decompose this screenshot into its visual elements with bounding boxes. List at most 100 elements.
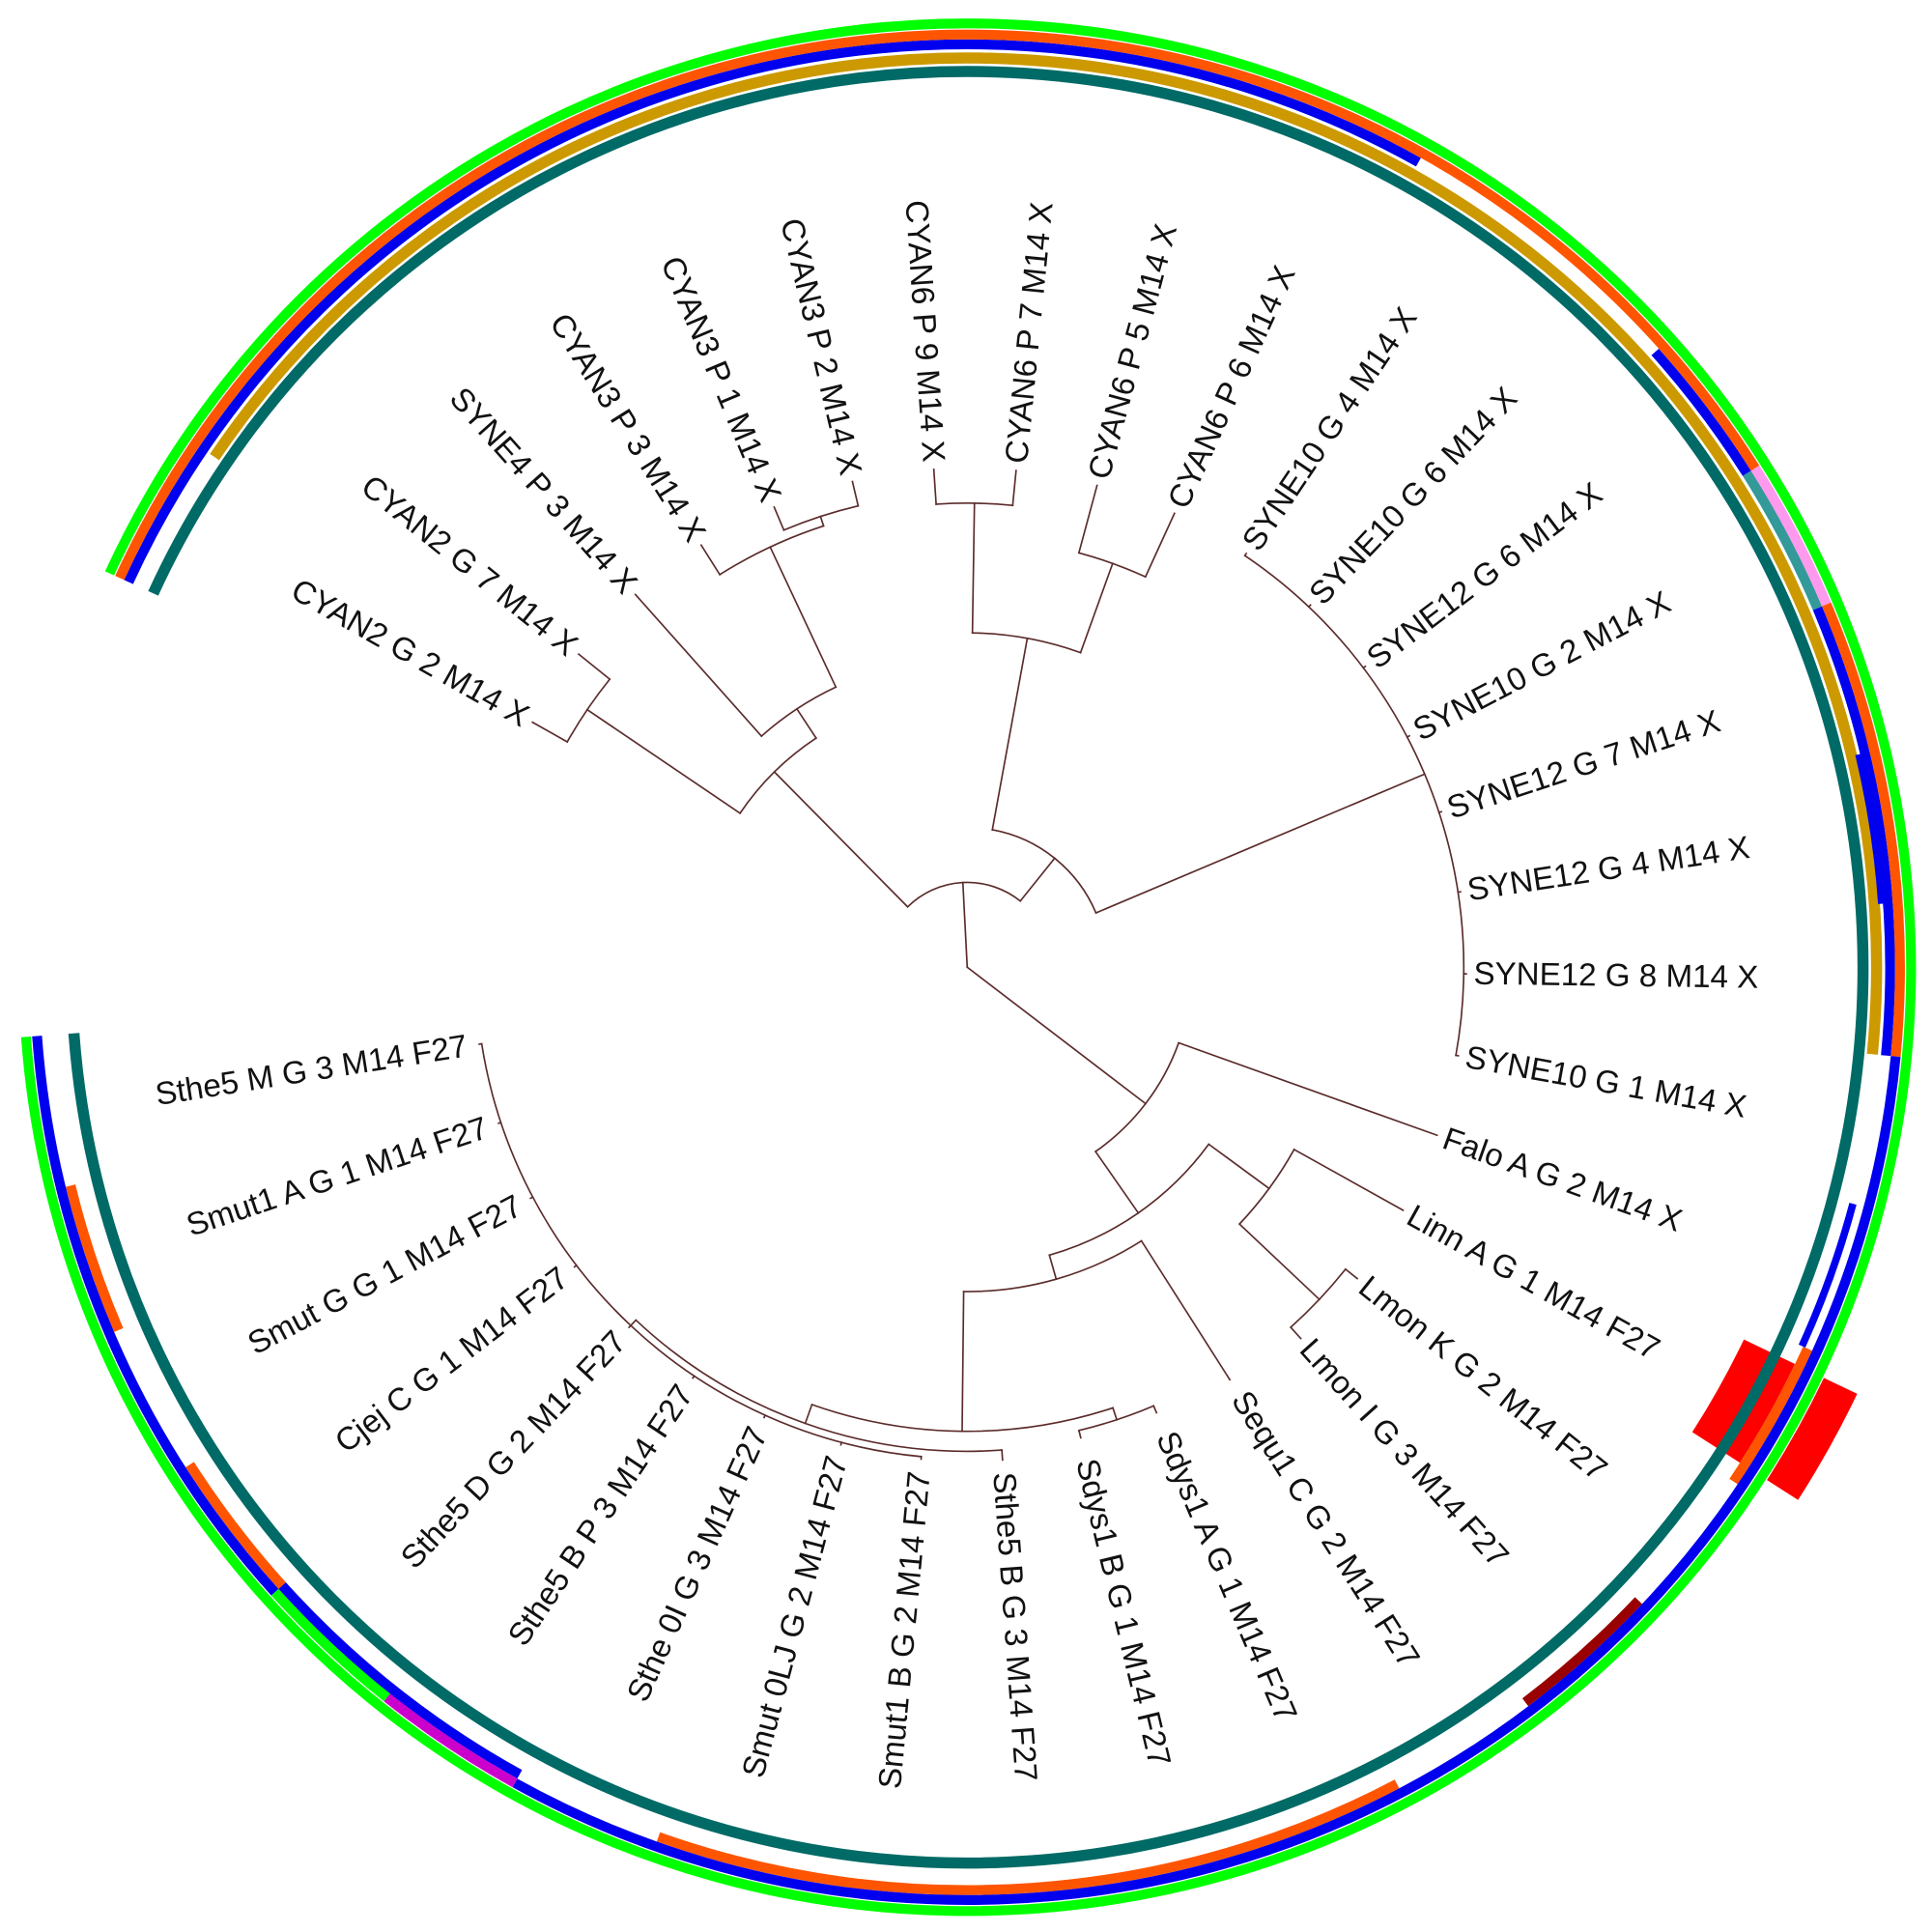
annotation-ring-segment bbox=[185, 1462, 286, 1589]
internal-branch bbox=[1208, 1143, 1270, 1190]
leaf-label: CYAN6 P 7 M14 X bbox=[999, 201, 1060, 466]
internal-branch bbox=[961, 1291, 965, 1433]
internal-branch bbox=[585, 708, 742, 815]
clade-arc bbox=[935, 502, 1014, 507]
leaf-branch bbox=[529, 1196, 534, 1200]
internal-branch bbox=[773, 770, 909, 908]
annotation-ring-segment bbox=[66, 1184, 124, 1332]
annotation-rings bbox=[20, 18, 1917, 1917]
leaf-label: Sthe5 M G 3 M14 F27 bbox=[153, 1029, 469, 1113]
leaf-label: SYNE12 G 8 M14 X bbox=[1473, 956, 1758, 996]
clade-arc bbox=[1094, 1041, 1180, 1153]
tree-branches bbox=[478, 468, 1467, 1462]
annotation-ring-segment bbox=[1855, 753, 1886, 904]
leaf-branch bbox=[1140, 1239, 1232, 1381]
clade-arc bbox=[566, 677, 611, 744]
internal-branch bbox=[1048, 1254, 1058, 1281]
leaf-branch bbox=[762, 1414, 767, 1419]
annotation-ring-segment bbox=[656, 1779, 1400, 1895]
leaf-label: SYNE12 G 7 M14 X bbox=[1443, 703, 1725, 826]
clade-arc bbox=[1077, 552, 1147, 579]
leaf-branch bbox=[1243, 552, 1248, 557]
leaf-label: Sdys1 B G 1 M14 F27 bbox=[1068, 1456, 1177, 1771]
clade-arc bbox=[1048, 1143, 1210, 1257]
internal-branch bbox=[966, 966, 1148, 1105]
leaf-branch bbox=[1001, 1449, 1004, 1462]
leaf-branch bbox=[1307, 604, 1312, 609]
leaf-branch bbox=[1011, 469, 1017, 507]
internal-branch bbox=[1237, 1222, 1321, 1301]
clade-arc bbox=[1237, 1148, 1295, 1226]
internal-branch bbox=[961, 881, 969, 969]
leaf-label: SYNE10 G 1 M14 X bbox=[1463, 1039, 1749, 1125]
leaf-branch bbox=[1077, 1429, 1082, 1439]
internal-branch bbox=[1094, 1150, 1140, 1214]
clade-arc bbox=[810, 1403, 1115, 1433]
clade-arc bbox=[1243, 554, 1465, 1057]
annotation-ring-segment bbox=[1812, 606, 1895, 1057]
leaf-branch bbox=[932, 468, 937, 505]
internal-branch bbox=[629, 1319, 638, 1327]
leaf-label: Smut1 B G 2 M14 F27 bbox=[872, 1469, 938, 1790]
leaf-branch bbox=[1178, 1041, 1438, 1137]
annotation-ring-segment bbox=[1729, 1346, 1812, 1485]
leaf-branch bbox=[577, 652, 611, 681]
leaf-label: CYAN6 P 5 M14 X bbox=[1082, 220, 1184, 483]
internal-branch bbox=[769, 546, 838, 689]
clade-arc bbox=[971, 632, 1082, 654]
internal-branch bbox=[1019, 857, 1056, 902]
leaf-branch bbox=[692, 1375, 696, 1379]
leaf-branch bbox=[1077, 484, 1098, 554]
internal-branch bbox=[1094, 773, 1426, 915]
clade-arc bbox=[782, 504, 860, 531]
annotation-ring-segment bbox=[1767, 1378, 1858, 1500]
annotation-ring-segment bbox=[270, 1588, 390, 1702]
leaf-branch bbox=[634, 593, 763, 738]
internal-branch bbox=[991, 637, 1029, 831]
clade-arc bbox=[991, 829, 1097, 915]
annotation-ring-segment bbox=[20, 18, 1917, 1917]
clade-arc bbox=[962, 1239, 1143, 1293]
clade-arc bbox=[906, 881, 1022, 908]
annotation-ring-segment bbox=[512, 1056, 1901, 1905]
clade-arc bbox=[635, 1319, 1003, 1453]
annotation-ring-segment bbox=[1691, 1339, 1796, 1463]
clade-arc bbox=[1077, 1405, 1155, 1432]
leaf-label: CYAN3 P 2 M14 X bbox=[773, 215, 867, 479]
leaf-branch bbox=[699, 544, 722, 576]
annotation-ring-segment bbox=[1798, 1203, 1857, 1349]
annotation-ring-segment bbox=[278, 1581, 523, 1779]
leaf-branch bbox=[497, 1122, 502, 1124]
annotation-ring-segment bbox=[115, 29, 1760, 581]
annotation-ring-segment bbox=[1651, 348, 1751, 476]
leaf-branch bbox=[1152, 1405, 1158, 1414]
leaf-branch bbox=[531, 721, 569, 744]
leaf-label: CYAN6 P 9 M14 X bbox=[898, 199, 952, 463]
annotation-ring-segment bbox=[1743, 470, 1823, 611]
leaf-branch bbox=[1290, 1325, 1302, 1340]
annotation-ring-segment bbox=[1521, 1597, 1642, 1707]
annotation-ring-segment bbox=[124, 39, 1421, 584]
internal-branch bbox=[795, 707, 818, 740]
clade-arc bbox=[760, 686, 838, 738]
leaf-branch bbox=[839, 1441, 843, 1446]
leaf-branch bbox=[1362, 665, 1367, 669]
internal-branch bbox=[819, 515, 825, 527]
leaf-label: Falo A G 2 M14 X bbox=[1438, 1121, 1687, 1238]
leaf-branch bbox=[851, 480, 860, 507]
leaf-branch bbox=[628, 1324, 633, 1329]
leaf-branch bbox=[573, 1264, 578, 1268]
annotation-ring-segment bbox=[1750, 465, 1832, 607]
annotation-ring-segment bbox=[32, 1036, 279, 1596]
internal-branch bbox=[804, 1403, 813, 1425]
leaf-branch bbox=[1437, 810, 1443, 814]
annotation-ring-segment bbox=[384, 1693, 518, 1788]
annotation-ring-segment bbox=[210, 52, 1883, 1055]
leaf-branch bbox=[1293, 1148, 1405, 1211]
leaf-branch bbox=[1406, 734, 1411, 739]
internal-branch bbox=[971, 502, 976, 635]
clade-arc bbox=[1290, 1267, 1348, 1329]
annotation-ring-segment bbox=[1822, 602, 1905, 1058]
leaf-branch bbox=[1344, 1267, 1359, 1280]
